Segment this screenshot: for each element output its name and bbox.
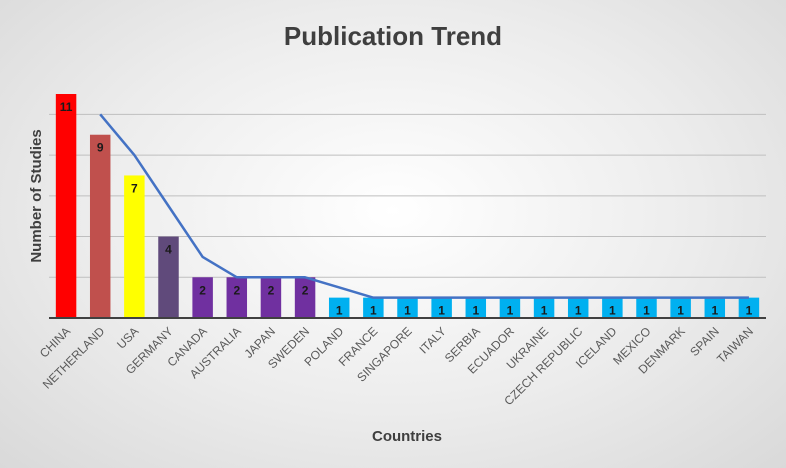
- bar-usa: [124, 175, 145, 318]
- bar-germany: [158, 236, 179, 318]
- bar-canada: [192, 277, 213, 318]
- bar-serbia: [465, 297, 487, 318]
- data-label: 4: [165, 243, 172, 257]
- x-tick-label: ITALY: [417, 324, 449, 356]
- bar-poland: [328, 297, 350, 318]
- bar-ukraine: [533, 297, 555, 318]
- data-label: 1: [370, 304, 377, 318]
- bar-france: [363, 297, 384, 318]
- data-label: 1: [746, 304, 753, 318]
- data-label: 1: [609, 304, 616, 318]
- bar-mexico: [636, 297, 657, 318]
- bar-taiwan: [738, 297, 760, 318]
- trendline: [99, 113, 749, 299]
- bar-ecuador: [499, 297, 521, 318]
- data-label: 1: [541, 304, 548, 318]
- data-label: 2: [233, 283, 240, 297]
- data-label: 1: [438, 304, 445, 318]
- bar-iceland: [602, 297, 623, 318]
- gridlines: [49, 113, 766, 278]
- data-label: 1: [336, 304, 343, 318]
- data-label: 1: [575, 304, 582, 318]
- data-label: 1: [643, 304, 650, 318]
- bar-sweden: [294, 277, 316, 318]
- bar-denmark: [670, 297, 691, 318]
- x-tick-label: USA: [114, 324, 141, 351]
- data-label: 1: [677, 304, 684, 318]
- data-label: 1: [404, 304, 411, 318]
- data-label: 1: [472, 304, 479, 318]
- data-label: 2: [302, 283, 309, 297]
- x-axis-title: Countries: [372, 428, 442, 445]
- data-label: 1: [507, 304, 514, 318]
- bar-australia: [226, 277, 248, 318]
- bar-singapore: [397, 297, 418, 318]
- bar-czech-republic: [567, 297, 589, 318]
- chart-title: Publication Trend: [284, 21, 502, 51]
- data-label: 2: [268, 283, 275, 297]
- data-label: 2: [199, 283, 206, 297]
- data-label: 11: [60, 100, 73, 114]
- bar-spain: [704, 297, 726, 318]
- data-label: 9: [97, 141, 104, 155]
- trendline-path: [99, 113, 749, 299]
- y-axis-title: Number of Studies: [28, 129, 45, 262]
- bar-japan: [260, 277, 282, 318]
- x-tick-label: TAIWAN: [714, 324, 756, 366]
- bar-italy: [431, 297, 452, 318]
- bar-netherland: [89, 134, 111, 318]
- data-label: 1: [711, 304, 718, 318]
- bars: [55, 94, 760, 318]
- bar-china: [55, 94, 77, 318]
- data-label: 7: [131, 181, 138, 195]
- x-tick-label: NETHERLAND: [40, 324, 108, 392]
